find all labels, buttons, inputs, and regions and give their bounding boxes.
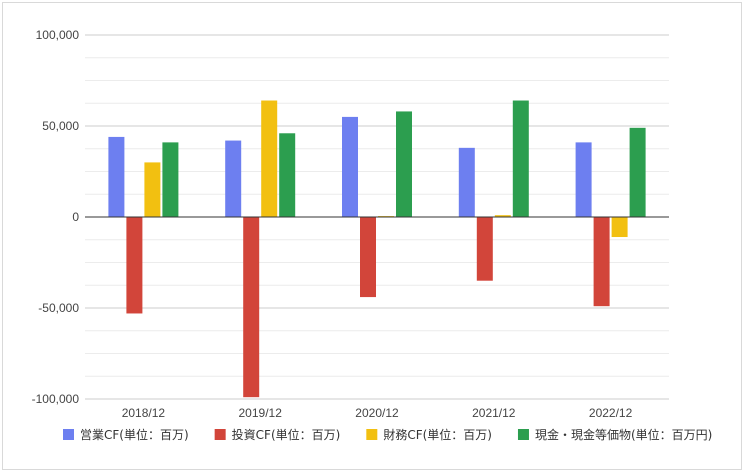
bar xyxy=(126,217,143,314)
bar xyxy=(575,142,592,217)
bar xyxy=(360,217,376,298)
bar xyxy=(476,217,493,281)
legend-label: 現金・現金等価物(単位：百万円) xyxy=(535,427,712,442)
x-tick-label: 2022/12 xyxy=(589,406,633,420)
y-tick-label: -100,000 xyxy=(32,392,80,406)
bar xyxy=(279,133,296,217)
bar xyxy=(144,162,161,217)
bar xyxy=(225,140,242,217)
bar xyxy=(261,100,278,217)
cash-flow-chart: 100,000 50,000 0 -50,000 -100,000 2018/12 2019… xyxy=(32,28,713,442)
x-tick-label: 2020/12 xyxy=(355,406,399,420)
bar xyxy=(512,100,529,217)
bar xyxy=(611,217,628,238)
legend-swatch xyxy=(214,429,226,440)
y-tick-label: 0 xyxy=(72,210,79,224)
bar xyxy=(162,142,179,217)
x-tick-label: 2021/12 xyxy=(472,406,516,420)
legend-label: 財務CF(単位：百万) xyxy=(383,427,492,442)
legend-swatch xyxy=(517,429,529,440)
chart-container: 100,000 50,000 0 -50,000 -100,000 2018/12 2019… xyxy=(2,2,742,470)
bar xyxy=(494,215,511,217)
bar xyxy=(629,127,646,217)
bar xyxy=(342,116,358,217)
y-tick-label: 50,000 xyxy=(42,119,79,133)
x-tick-label: 2018/12 xyxy=(122,406,166,420)
y-tick-label: 100,000 xyxy=(36,28,80,42)
bar xyxy=(243,217,260,398)
bar xyxy=(396,111,412,217)
bar xyxy=(108,136,125,217)
legend-swatch xyxy=(366,429,378,440)
y-tick-label: -50,000 xyxy=(38,301,79,315)
x-tick-label: 2019/12 xyxy=(239,406,283,420)
legend-label: 営業CF(単位：百万) xyxy=(80,427,189,442)
legend-label: 投資CF(単位：百万) xyxy=(232,427,341,442)
bar xyxy=(593,217,610,307)
legend-swatch xyxy=(63,429,74,440)
bar xyxy=(458,147,475,217)
